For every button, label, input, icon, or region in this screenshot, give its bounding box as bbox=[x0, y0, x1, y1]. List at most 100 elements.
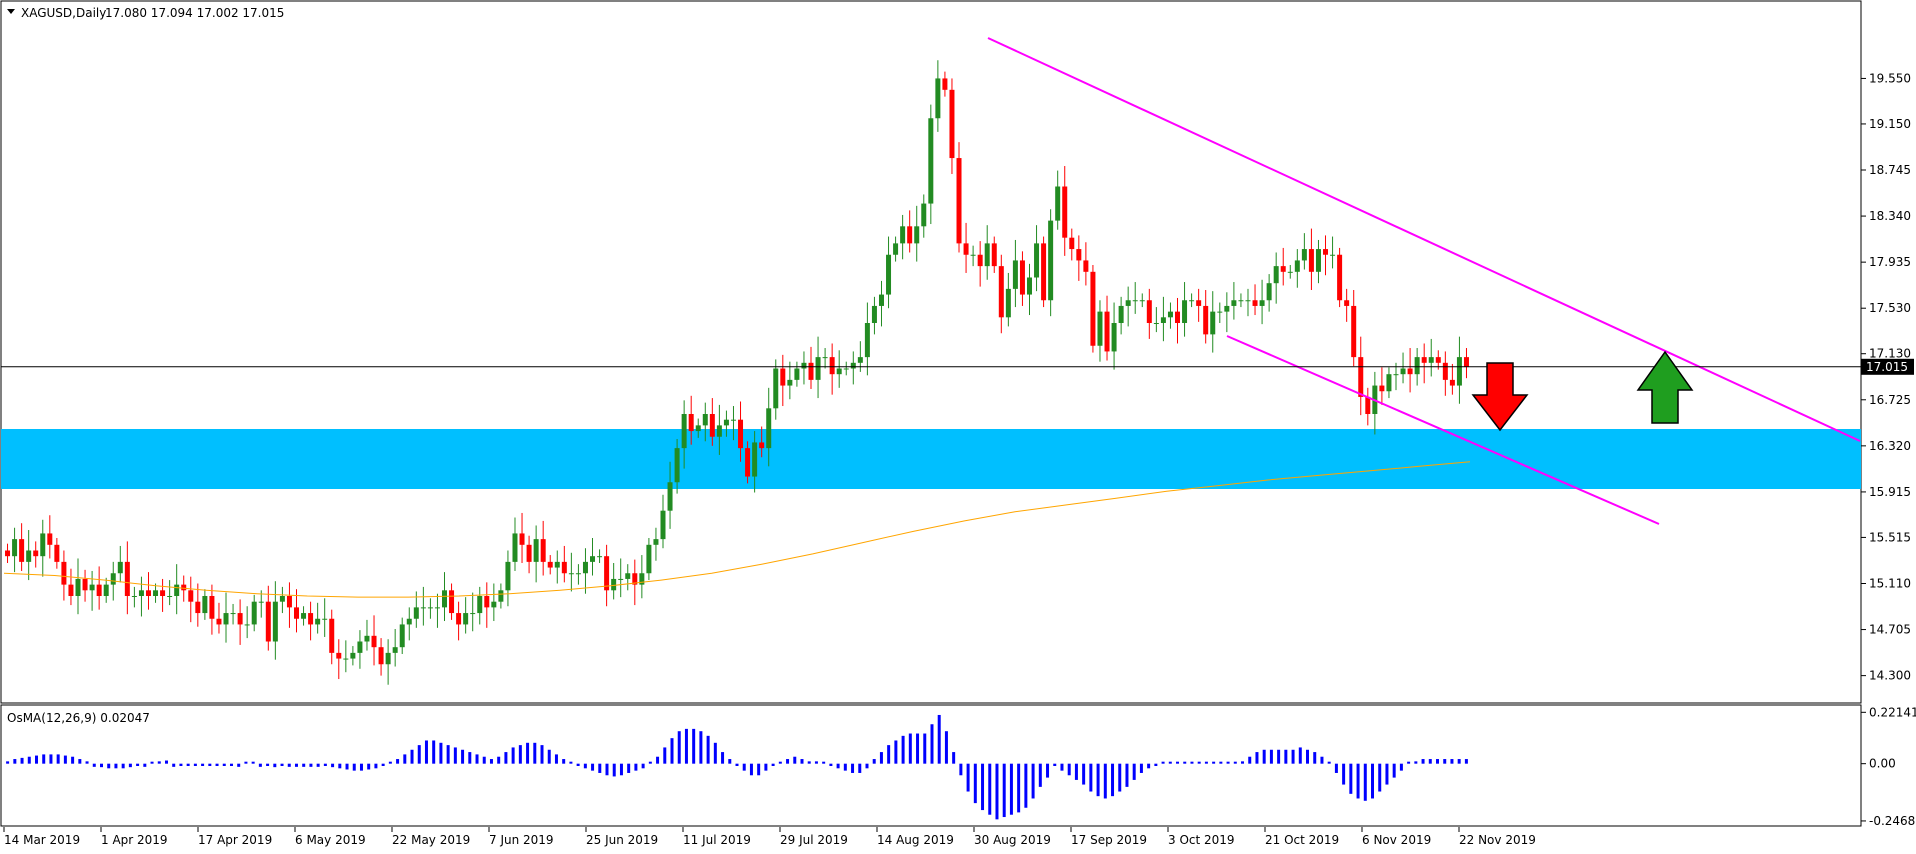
candle-body bbox=[322, 618, 328, 620]
candle-body bbox=[1175, 311, 1181, 323]
candle-body bbox=[1280, 266, 1286, 272]
candle-body bbox=[709, 414, 715, 437]
candle-body bbox=[1217, 311, 1223, 313]
candle-body bbox=[723, 419, 729, 426]
indicator-title: OsMA(12,26,9) 0.02047 bbox=[7, 711, 150, 725]
candle-body bbox=[505, 561, 511, 591]
candle-body bbox=[1203, 305, 1209, 335]
candle-body bbox=[1182, 300, 1188, 323]
candle-body bbox=[491, 601, 497, 608]
candle-body bbox=[265, 601, 271, 642]
candle-body bbox=[907, 226, 913, 244]
candle-body bbox=[1132, 300, 1138, 302]
price-axis: 19.550 19.150 18.745 18.340 17.935 17.530 17.1… bbox=[1861, 71, 1911, 683]
candle-body bbox=[498, 590, 504, 602]
candle-body bbox=[378, 647, 384, 665]
price-tick-label: 16.725 bbox=[1869, 393, 1911, 407]
candle-body bbox=[329, 618, 335, 653]
candle-body bbox=[597, 556, 603, 558]
price-tick-label: 18.745 bbox=[1869, 163, 1911, 177]
candle-body bbox=[33, 550, 39, 557]
price-tick-label: 15.110 bbox=[1869, 576, 1911, 590]
candle-body bbox=[970, 254, 976, 256]
candle-body bbox=[1330, 254, 1336, 256]
candle-body bbox=[117, 561, 123, 574]
candle-body bbox=[40, 533, 46, 557]
candle-body bbox=[568, 573, 574, 575]
candle-body bbox=[1210, 311, 1216, 335]
candle-body bbox=[935, 78, 941, 119]
candle-body bbox=[484, 596, 490, 608]
price-tick-label: 14.300 bbox=[1869, 669, 1911, 683]
candle-body bbox=[181, 584, 187, 591]
candle-body bbox=[343, 658, 349, 660]
candle-body bbox=[660, 510, 666, 540]
candle-body bbox=[174, 584, 180, 596]
time-axis: 14 Mar 2019 1 Apr 2019 17 Apr 2019 6 May 20… bbox=[3, 827, 1536, 847]
candle-body bbox=[857, 357, 863, 363]
candle-body bbox=[1125, 300, 1131, 306]
candle-body bbox=[350, 652, 356, 659]
candle-body bbox=[1379, 385, 1385, 392]
candle-body bbox=[808, 362, 814, 380]
candle-body bbox=[893, 243, 899, 255]
candle-body bbox=[1301, 249, 1307, 261]
time-tick-label: 14 Aug 2019 bbox=[877, 833, 954, 847]
candle-body bbox=[1365, 396, 1371, 414]
candle-body bbox=[470, 613, 476, 615]
candle-body bbox=[667, 482, 673, 511]
candle-body bbox=[89, 584, 95, 591]
candle-body bbox=[730, 419, 736, 421]
price-tick-label: 18.340 bbox=[1869, 209, 1911, 223]
candle-body bbox=[308, 613, 314, 625]
candle-body bbox=[1224, 305, 1230, 312]
candle-body bbox=[942, 78, 948, 90]
candle-body bbox=[1034, 243, 1040, 278]
candle-body bbox=[1351, 305, 1357, 358]
time-tick-label: 17 Sep 2019 bbox=[1071, 833, 1147, 847]
candle-body bbox=[1315, 249, 1321, 272]
candle-body bbox=[540, 539, 546, 562]
candle-body bbox=[96, 584, 102, 596]
candle-body bbox=[1245, 300, 1251, 302]
candle-body bbox=[1442, 362, 1448, 380]
ohlc-values: 17.080 17.094 17.002 17.015 bbox=[105, 6, 284, 20]
candle-body bbox=[1118, 305, 1124, 323]
candle-body bbox=[836, 368, 842, 375]
candle-body bbox=[519, 533, 525, 545]
candle-body bbox=[237, 613, 243, 625]
candle-body bbox=[554, 561, 560, 568]
candle-body bbox=[1069, 237, 1075, 250]
candle-body bbox=[829, 357, 835, 375]
chart-menu-icon[interactable] bbox=[7, 9, 15, 14]
candle-body bbox=[68, 584, 74, 596]
candle-body bbox=[1393, 374, 1399, 376]
candle-body bbox=[1026, 277, 1032, 295]
candle-body bbox=[19, 539, 25, 562]
candle-body bbox=[611, 578, 617, 591]
candle-body bbox=[632, 573, 638, 585]
candle-body bbox=[434, 607, 440, 609]
candle-body bbox=[12, 539, 18, 557]
candle-body bbox=[216, 618, 222, 625]
candle-body bbox=[512, 533, 518, 562]
indicator-tick-label: 0.22141 bbox=[1869, 705, 1916, 719]
candle-body bbox=[1041, 243, 1047, 301]
candle-body bbox=[575, 573, 581, 575]
time-tick-label: 6 May 2019 bbox=[295, 833, 366, 847]
candle-body bbox=[1428, 357, 1434, 363]
candle-body bbox=[604, 556, 610, 591]
candle-body bbox=[442, 590, 448, 608]
candle-body bbox=[1153, 323, 1159, 324]
candle-body bbox=[871, 305, 877, 323]
price-tick-label: 17.935 bbox=[1869, 255, 1911, 269]
candle-body bbox=[533, 539, 539, 562]
arrow-up-icon bbox=[1636, 350, 1694, 424]
candle-body bbox=[230, 613, 236, 615]
candle-body bbox=[138, 590, 144, 596]
candle-body bbox=[1435, 357, 1441, 363]
candle-body bbox=[427, 607, 433, 609]
